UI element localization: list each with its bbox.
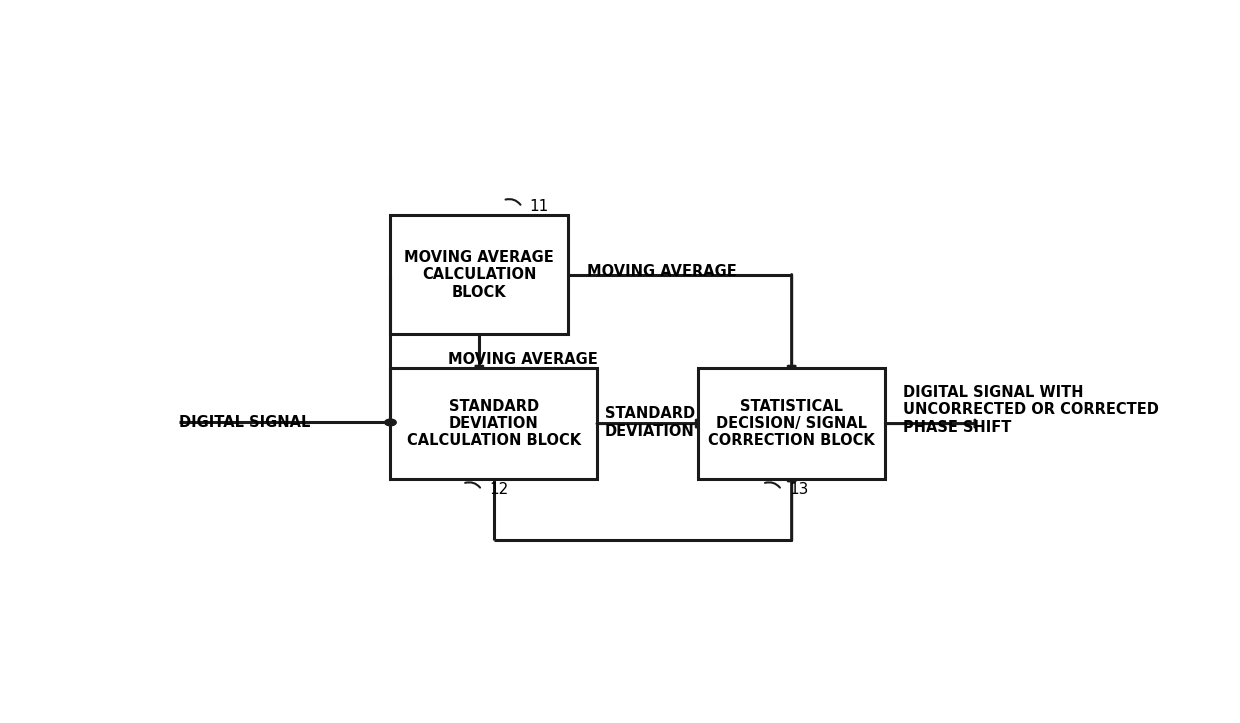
Text: STANDARD
DEVIATION
CALCULATION BLOCK: STANDARD DEVIATION CALCULATION BLOCK [407,398,580,448]
Text: 12: 12 [490,482,508,497]
Circle shape [384,419,397,426]
Bar [391,215,568,335]
Text: STANDARD
DEVIATION: STANDARD DEVIATION [605,406,694,439]
Text: DIGITAL SIGNAL: DIGITAL SIGNAL [179,415,310,430]
Text: MOVING AVERAGE: MOVING AVERAGE [588,264,738,279]
Text: DIGITAL SIGNAL WITH
UNCORRECTED OR CORRECTED
PHASE SHIFT: DIGITAL SIGNAL WITH UNCORRECTED OR CORRE… [903,385,1158,435]
Bar [391,368,596,479]
Text: MOVING AVERAGE: MOVING AVERAGE [448,352,598,367]
Text: MOVING AVERAGE
CALCULATION
BLOCK: MOVING AVERAGE CALCULATION BLOCK [404,249,554,299]
Text: 13: 13 [789,482,808,497]
Bar [698,368,885,479]
Text: 11: 11 [529,199,549,214]
Text: STATISTICAL
DECISION/ SIGNAL
CORRECTION BLOCK: STATISTICAL DECISION/ SIGNAL CORRECTION … [708,398,875,448]
